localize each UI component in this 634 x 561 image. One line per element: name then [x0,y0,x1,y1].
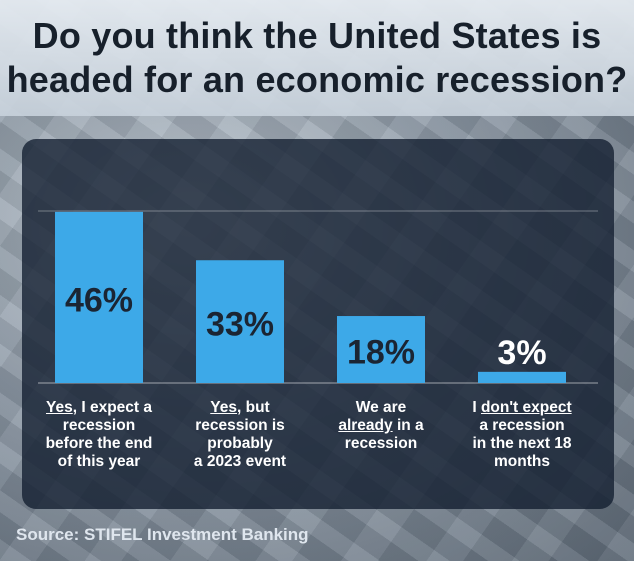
title-band [0,0,634,116]
category-label-3: We are already in a recession [338,399,424,452]
bar-value-label-3: 18% [347,334,415,372]
bar-value-label-1: 46% [65,281,133,319]
title-line-1: Do you think the United States is [32,15,602,56]
bar-2 [196,260,284,383]
chart-title: Do you think the United States is headed… [0,14,634,102]
source-note: Source: STIFEL Investment Banking [16,525,309,544]
category-label-2: Yes, but recession is probably a 2023 event [193,399,287,470]
bar-value-label-4: 3% [497,334,546,372]
bar-3 [337,316,425,383]
bar-4 [478,371,566,383]
bar-value-label-2: 33% [206,306,274,344]
category-label-4: I don't expect a recession in the next 18 m… [472,399,572,470]
category-label-1: Yes, I expect a recession before the end of… [45,399,153,470]
bar-1 [55,211,143,383]
title-line-2: headed for an economic recession? [6,59,628,100]
